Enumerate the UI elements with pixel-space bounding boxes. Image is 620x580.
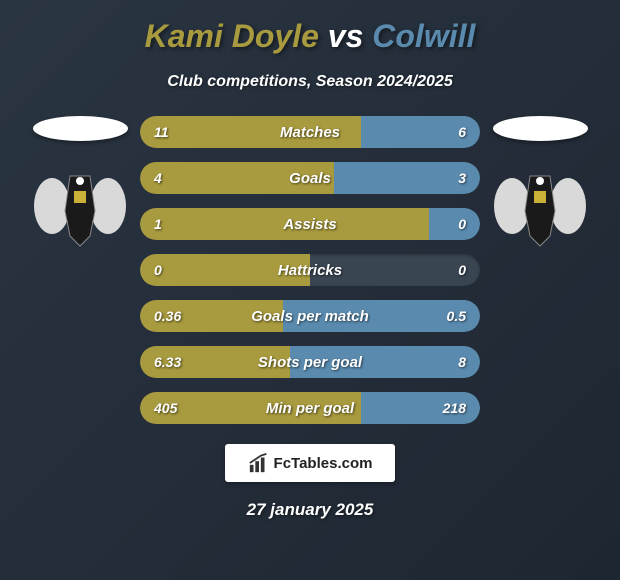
player1-flag-icon <box>33 116 128 141</box>
stat-bar: 0.36 0.5 Goals per match <box>140 300 480 332</box>
stat-value-left: 0.36 <box>154 308 181 324</box>
vs-text: vs <box>328 18 364 54</box>
stat-value-right: 8 <box>458 354 466 370</box>
stat-value-right: 0.5 <box>447 308 466 324</box>
stat-bar: 4 3 Goals <box>140 162 480 194</box>
stat-label: Matches <box>280 124 340 141</box>
main-container: Kami Doyle vs Colwill Club competitions,… <box>0 0 620 580</box>
stat-value-right: 0 <box>458 216 466 232</box>
date-text: 27 january 2025 <box>247 500 374 520</box>
stat-label: Shots per goal <box>258 354 362 371</box>
stat-label: Assists <box>283 216 336 233</box>
stat-value-left: 6.33 <box>154 354 181 370</box>
content-row: 11 6 Matches 4 3 Goals 1 0 Assists 0 0 Hattricks 0.3… <box>0 116 620 424</box>
player2-name: Colwill <box>372 18 475 54</box>
stat-label: Hattricks <box>278 262 342 279</box>
player1-crest-icon <box>30 161 130 251</box>
stat-value-left: 11 <box>154 124 169 140</box>
stat-bar: 1 0 Assists <box>140 208 480 240</box>
stat-value-left: 4 <box>154 170 162 186</box>
chart-icon <box>248 452 270 474</box>
player2-crest-icon <box>490 161 590 251</box>
stat-value-left: 405 <box>154 400 177 416</box>
branding-text: FcTables.com <box>274 455 373 472</box>
subtitle: Club competitions, Season 2024/2025 <box>167 73 452 91</box>
stat-value-right: 3 <box>458 170 466 186</box>
stat-label: Min per goal <box>266 400 354 417</box>
stat-value-right: 218 <box>443 400 466 416</box>
stat-bar: 405 218 Min per goal <box>140 392 480 424</box>
page-title: Kami Doyle vs Colwill <box>145 18 476 55</box>
bar-fill-right <box>429 208 480 240</box>
stats-column: 11 6 Matches 4 3 Goals 1 0 Assists 0 0 Hattricks 0.3… <box>140 116 480 424</box>
player2-flag-icon <box>493 116 588 141</box>
stat-value-right: 6 <box>458 124 466 140</box>
stat-bar: 11 6 Matches <box>140 116 480 148</box>
stat-value-left: 0 <box>154 262 162 278</box>
stat-bar: 0 0 Hattricks <box>140 254 480 286</box>
left-side-column <box>20 116 140 251</box>
stat-label: Goals <box>289 170 331 187</box>
branding-box[interactable]: FcTables.com <box>225 444 395 482</box>
stat-bar: 6.33 8 Shots per goal <box>140 346 480 378</box>
stat-value-right: 0 <box>458 262 466 278</box>
stat-value-left: 1 <box>154 216 162 232</box>
stat-label: Goals per match <box>251 308 369 325</box>
right-side-column <box>480 116 600 251</box>
player1-name: Kami Doyle <box>145 18 319 54</box>
